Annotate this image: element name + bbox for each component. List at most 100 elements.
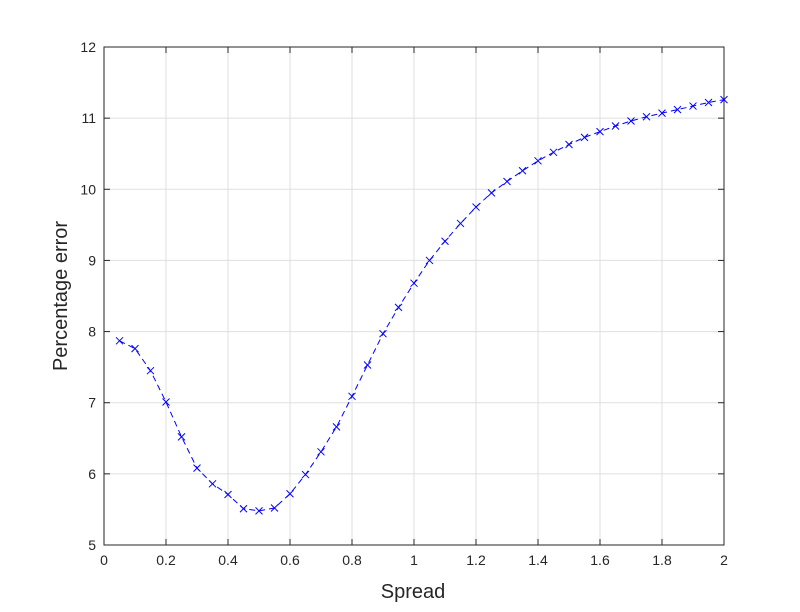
marker-stroke <box>146 366 155 375</box>
marker-stroke <box>224 490 232 499</box>
marker-stroke <box>642 112 651 121</box>
marker-stroke <box>410 279 418 288</box>
marker-stroke <box>487 188 496 197</box>
series-line <box>119 99 725 512</box>
marker-stroke <box>301 470 310 479</box>
x-tick-label: 0 <box>100 552 108 568</box>
y-tick-label: 9 <box>88 252 96 268</box>
marker-stroke <box>115 336 124 345</box>
data-point-marker <box>627 117 635 125</box>
y-axis-label: Percentage error <box>50 221 72 371</box>
plot-area <box>115 95 728 515</box>
data-point-marker <box>704 98 713 107</box>
data-point-marker <box>534 156 542 165</box>
data-point-marker <box>518 166 527 175</box>
x-tick-label: 0.8 <box>342 552 362 568</box>
x-tick-label: 0.2 <box>156 552 176 568</box>
data-point-marker <box>503 177 511 186</box>
data-point-marker <box>379 329 387 338</box>
y-tick-label: 5 <box>88 537 96 553</box>
x-tick-label: 0.4 <box>218 552 238 568</box>
data-point-marker <box>286 489 294 498</box>
marker-stroke <box>441 237 449 246</box>
marker-stroke <box>270 504 279 512</box>
marker-stroke <box>704 98 713 107</box>
x-tick-label: 1.6 <box>590 552 610 568</box>
data-point-marker <box>301 470 310 479</box>
marker-stroke <box>720 95 728 104</box>
marker-stroke <box>580 133 589 142</box>
marker-stroke <box>673 105 682 114</box>
data-point-marker <box>255 506 263 515</box>
axes: 0 0.2 0.4 0.6 0.8 1 1.2 1.4 1.6 1.8 2 5 6 7 8 9 10 11 12 <box>80 39 728 568</box>
marker-stroke <box>394 303 403 312</box>
data-point-marker <box>425 256 434 265</box>
marker-stroke <box>472 203 480 211</box>
data-point-marker <box>239 504 248 513</box>
marker-stroke <box>503 177 511 186</box>
y-tick-label: 8 <box>88 324 96 340</box>
marker-stroke <box>193 464 201 473</box>
data-point-marker <box>596 127 604 136</box>
marker-stroke <box>177 433 186 441</box>
marker-stroke <box>379 329 387 338</box>
marker-stroke <box>549 148 558 157</box>
marker-stroke <box>162 398 170 406</box>
data-point-marker <box>348 392 356 401</box>
x-tick-label: 0.6 <box>280 552 300 568</box>
data-point-marker <box>642 112 651 121</box>
grid <box>103 46 725 546</box>
marker-stroke <box>208 479 217 488</box>
data-point-marker <box>673 105 682 114</box>
marker-stroke <box>332 423 341 431</box>
marker-stroke <box>689 102 697 110</box>
marker-stroke <box>627 117 635 125</box>
data-point-marker <box>131 344 139 353</box>
x-tick-label: 2 <box>720 552 728 568</box>
y-tick-label: 6 <box>88 466 96 482</box>
marker-stroke <box>425 256 434 265</box>
data-point-marker <box>658 109 666 118</box>
marker-stroke <box>534 156 542 165</box>
marker-stroke <box>255 506 263 515</box>
x-tick-label: 1.2 <box>466 552 486 568</box>
data-point-marker <box>162 398 170 406</box>
marker-stroke <box>317 447 325 456</box>
data-point-marker <box>363 361 372 369</box>
data-point-marker <box>317 447 325 456</box>
marker-stroke <box>286 489 294 498</box>
data-point-marker <box>332 423 341 431</box>
data-point-marker <box>394 303 403 312</box>
data-point-marker <box>146 366 155 375</box>
data-point-marker <box>580 133 589 142</box>
marker-stroke <box>658 109 666 118</box>
data-point-marker <box>441 237 449 246</box>
marker-stroke <box>239 504 248 513</box>
data-point-marker <box>177 433 186 441</box>
data-point-marker <box>720 95 728 104</box>
data-point-marker <box>410 279 418 288</box>
marker-stroke <box>596 127 604 136</box>
marker-stroke <box>611 122 620 130</box>
x-tick-label: 1.8 <box>652 552 672 568</box>
marker-stroke <box>363 361 372 369</box>
marker-stroke <box>456 219 465 228</box>
y-tick-label: 12 <box>80 39 96 55</box>
data-point-marker <box>224 490 232 499</box>
data-point-marker <box>487 188 496 197</box>
data-point-marker <box>611 122 620 130</box>
data-point-marker <box>689 102 697 110</box>
y-tick-label: 7 <box>88 395 96 411</box>
y-tick-label: 10 <box>80 181 96 197</box>
x-axis-label: Spread <box>381 581 446 603</box>
y-tick-label: 11 <box>81 110 96 126</box>
marker-stroke <box>518 166 527 175</box>
data-point-marker <box>208 479 217 488</box>
marker-stroke <box>565 140 573 149</box>
data-point-marker <box>270 504 279 512</box>
data-point-marker <box>472 203 480 211</box>
data-point-marker <box>115 336 124 345</box>
marker-stroke <box>131 344 139 353</box>
data-point-marker <box>565 140 573 149</box>
